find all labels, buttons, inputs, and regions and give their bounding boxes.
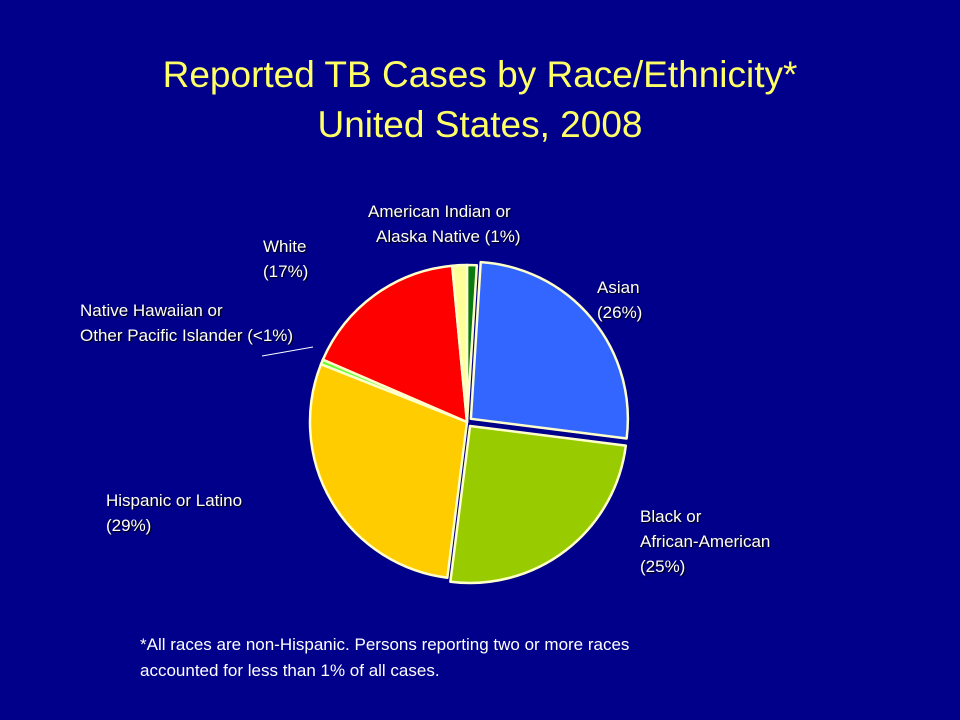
label-white: White (17%) bbox=[263, 234, 308, 284]
label-black: Black or African-American (25%) bbox=[640, 504, 770, 579]
label-american-indian-line-1: American Indian or bbox=[368, 202, 511, 221]
label-asian-line-1: Asian bbox=[597, 278, 640, 297]
native-hawaiian-leader-line bbox=[261, 346, 314, 357]
footnote-line-1: *All races are non-Hispanic. Persons rep… bbox=[140, 635, 630, 654]
title-line-1: Reported TB Cases by Race/Ethnicity* bbox=[162, 54, 798, 95]
pie-slice-asian bbox=[469, 260, 630, 440]
pie-slice-persons-reporting-two-or-more-races bbox=[450, 263, 469, 424]
label-black-line-2: African-American bbox=[640, 532, 771, 551]
label-american-indian-line-2: Alaska Native (1%) bbox=[376, 227, 521, 246]
label-asian: Asian (26%) bbox=[597, 275, 642, 325]
label-white-line-1: White bbox=[263, 237, 307, 256]
label-native-hawaiian-line-1: Native Hawaiian or bbox=[80, 301, 223, 320]
label-native-hawaiian-line-2: Other Pacific Islander bbox=[80, 326, 243, 345]
label-hispanic-line-1: Hispanic or Latino bbox=[106, 491, 243, 510]
pie-slice-hispanic-or-latino bbox=[308, 362, 469, 580]
footnote: *All races are non-Hispanic. Persons rep… bbox=[140, 632, 840, 684]
label-american-indian: American Indian or Alaska Native (1%) bbox=[368, 199, 521, 249]
label-hispanic: Hispanic or Latino (29%) bbox=[106, 488, 242, 538]
label-white-line-2: (17%) bbox=[263, 262, 309, 281]
label-black-line-3: (25%) bbox=[640, 557, 686, 576]
title-line-2: United States, 2008 bbox=[317, 104, 643, 145]
label-asian-line-2: (26%) bbox=[597, 303, 643, 322]
label-native-hawaiian: Native Hawaiian or Other Pacific Islande… bbox=[80, 298, 293, 348]
label-hispanic-line-2: (29%) bbox=[106, 516, 152, 535]
pie-slice-white bbox=[321, 264, 469, 424]
pie-slice-black-or-african-american bbox=[449, 424, 628, 585]
label-native-hawaiian-line-3: (<1%) bbox=[247, 326, 294, 345]
label-black-line-1: Black or bbox=[640, 507, 702, 526]
pie-slices bbox=[308, 260, 630, 585]
footnote-line-2: accounted for less than 1% of all cases. bbox=[140, 661, 440, 680]
slide-title: Reported TB Cases by Race/Ethnicity* Uni… bbox=[0, 50, 960, 150]
